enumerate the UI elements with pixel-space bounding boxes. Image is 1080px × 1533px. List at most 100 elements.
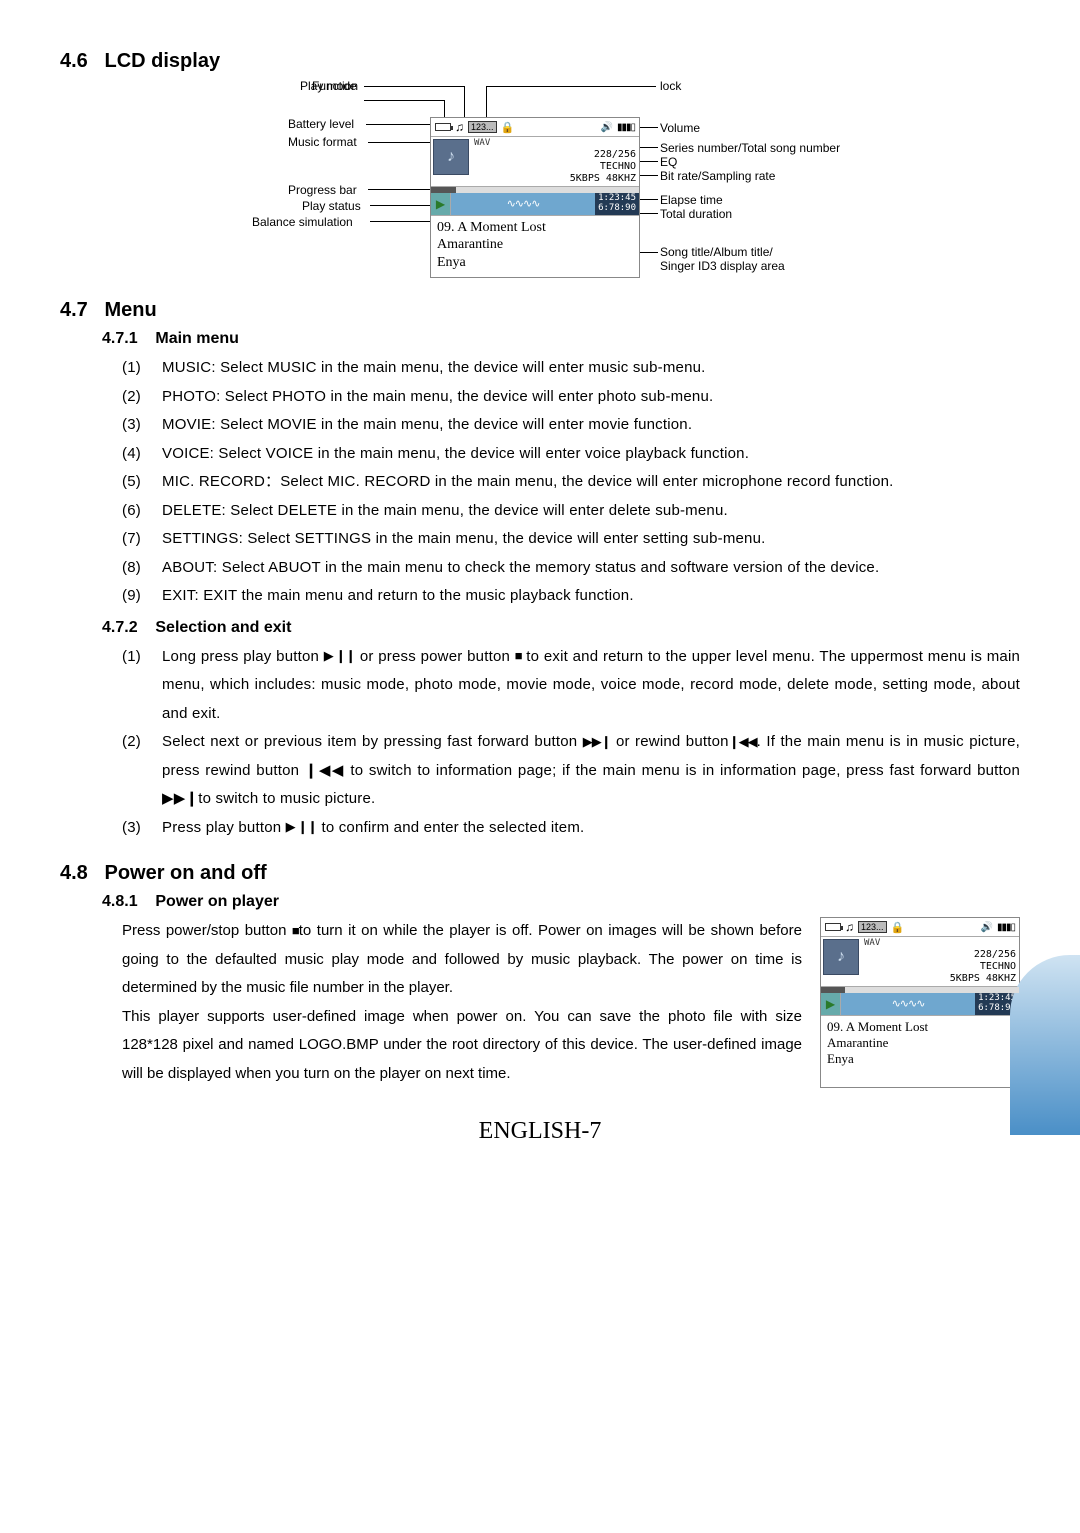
lock-icon: 🔒 xyxy=(501,121,515,134)
list-text: PHOTO: Select PHOTO in the main menu, th… xyxy=(162,383,1020,412)
track-number: 228/256 xyxy=(474,149,636,161)
page-corner-accent xyxy=(1010,955,1080,1135)
lbl-function: Function xyxy=(312,79,358,93)
total-time: 6:78:90 xyxy=(598,204,636,214)
section-4-8-title: 4.8 Power on and off xyxy=(60,862,1020,885)
list-text: MUSIC: Select MUSIC in the main menu, th… xyxy=(162,354,1020,383)
list-index: (7) xyxy=(122,525,162,554)
battery-icon xyxy=(435,123,451,131)
artist-name: Enya xyxy=(827,1051,1013,1067)
subsection-label: Power on player xyxy=(155,893,279,910)
waveform-icon: ∿∿∿∿ xyxy=(841,993,975,1015)
list-index: (2) xyxy=(122,383,162,412)
subsection-num: 4.7.1 xyxy=(102,330,138,347)
lcd-diagram: Play mode Function Battery level Music f… xyxy=(220,79,860,329)
play-pause-icon: ▶ ❙❙ xyxy=(324,644,355,669)
play-icon: ▶ xyxy=(821,993,841,1015)
track-number: 228/256 xyxy=(864,949,1016,961)
volume-icon: 🔊 xyxy=(981,922,993,933)
lbl-play-status: Play status xyxy=(302,199,361,213)
list-text: ABOUT: Select ABUOT in the main menu to … xyxy=(162,554,1020,583)
music-note-icon: ♫ xyxy=(455,120,464,134)
page-footer: ENGLISH-7 xyxy=(60,1118,1020,1145)
list-index: (3) xyxy=(122,814,162,843)
text: This player supports user-defined image … xyxy=(122,1008,802,1082)
format-text: WAV xyxy=(864,938,1016,949)
list-index: (1) xyxy=(122,643,162,729)
list-index: (2) xyxy=(122,728,162,814)
subsection-num: 4.7.2 xyxy=(102,619,138,636)
list-text: MOVIE: Select MOVIE in the main menu, th… xyxy=(162,411,1020,440)
list-item: (2)Select next or previous item by press… xyxy=(122,728,1020,814)
numbox: 123... xyxy=(858,921,887,933)
progress-bar xyxy=(431,187,639,193)
list-text: SETTINGS: Select SETTINGS in the main me… xyxy=(162,525,1020,554)
section-num: 4.7 xyxy=(60,299,88,321)
power-on-paragraph: Press power/stop button ■to turn it on w… xyxy=(122,917,802,1088)
eq-text: TECHNO xyxy=(474,161,636,173)
lbl-music-format: Music format xyxy=(288,135,357,149)
list-text: Select next or previous item by pressing… xyxy=(162,728,1020,814)
list-index: (5) xyxy=(122,468,162,497)
lbl-balance: Balance simulation xyxy=(252,215,353,229)
stop-icon: ■ xyxy=(292,919,299,944)
subsection-4-8-1: 4.8.1 Power on player xyxy=(102,893,1020,911)
list-item: (7)SETTINGS: Select SETTINGS in the main… xyxy=(122,525,1020,554)
lbl-id3: Singer ID3 display area xyxy=(660,259,785,273)
song-title: 09. A Moment Lost xyxy=(827,1019,1013,1035)
control-icon: ❙◀◀ xyxy=(729,730,757,755)
play-pause-icon: ▶ ❙❙ xyxy=(286,815,317,840)
list-index: (8) xyxy=(122,554,162,583)
artist-name: Enya xyxy=(437,254,633,272)
control-icon: ■ xyxy=(515,644,522,669)
list-index: (4) xyxy=(122,440,162,469)
subsection-4-7-2: 4.7.2 Selection and exit xyxy=(102,619,1020,637)
text: Press power/stop button xyxy=(122,922,292,939)
section-4-6-title: 4.6 LCD display xyxy=(60,50,1020,73)
lbl-series: Series number/Total song number xyxy=(660,141,840,155)
album-title: Amarantine xyxy=(437,236,633,254)
list-text: MIC. RECORD：Select MIC. RECORD in the ma… xyxy=(162,468,1020,497)
play-pause-icon: ▶▶❙ xyxy=(583,730,611,755)
format-text: WAV xyxy=(474,138,636,149)
waveform-icon: ∿∿∿∿ xyxy=(451,193,595,215)
signal-icon: ▮▮▮▯ xyxy=(617,122,635,133)
signal-icon: ▮▮▮▯ xyxy=(997,922,1015,933)
list-item: (4)VOICE: Select VOICE in the main menu,… xyxy=(122,440,1020,469)
selection-exit-list: (1)Long press play button ▶ ❙❙ or press … xyxy=(122,643,1020,843)
play-icon: ▶ xyxy=(431,193,451,215)
album-title: Amarantine xyxy=(827,1035,1013,1051)
section-num: 4.6 xyxy=(60,50,88,72)
list-text: Long press play button ▶ ❙❙ or press pow… xyxy=(162,643,1020,729)
lbl-eq: EQ xyxy=(660,155,677,169)
list-text: VOICE: Select VOICE in the main menu, th… xyxy=(162,440,1020,469)
lbl-bitrate: Bit rate/Sampling rate xyxy=(660,169,775,183)
list-item: (3)Press play button ▶ ❙❙ to confirm and… xyxy=(122,814,1020,843)
lock-icon: 🔒 xyxy=(891,921,905,934)
eq-text: TECHNO xyxy=(864,961,1016,973)
list-index: (6) xyxy=(122,497,162,526)
list-item: (2)PHOTO: Select PHOTO in the main menu,… xyxy=(122,383,1020,412)
list-item: (1)Long press play button ▶ ❙❙ or press … xyxy=(122,643,1020,729)
list-text: Press play button ▶ ❙❙ to confirm and en… xyxy=(162,814,1020,843)
main-menu-list: (1)MUSIC: Select MUSIC in the main menu,… xyxy=(122,354,1020,611)
subsection-label: Main menu xyxy=(155,330,239,347)
music-note-icon: ♫ xyxy=(845,920,854,934)
section-label: Menu xyxy=(104,299,156,321)
small-player-thumbnail: ♫ 123... 🔒 🔊 ▮▮▮▯ ♪ WAV 228/256 TECHNO 5… xyxy=(820,917,1020,1088)
list-item: (6)DELETE: Select DELETE in the main men… xyxy=(122,497,1020,526)
subsection-4-7-1: 4.7.1 Main menu xyxy=(102,330,1020,348)
section-num: 4.8 xyxy=(60,862,88,884)
list-item: (3)MOVIE: Select MOVIE in the main menu,… xyxy=(122,411,1020,440)
list-text: DELETE: Select DELETE in the main menu, … xyxy=(162,497,1020,526)
lbl-songtitle: Song title/Album title/ xyxy=(660,245,773,259)
album-art-icon: ♪ xyxy=(433,139,469,175)
lbl-volume: Volume xyxy=(660,121,700,135)
list-index: (9) xyxy=(122,582,162,611)
lbl-battery: Battery level xyxy=(288,117,354,131)
subsection-label: Selection and exit xyxy=(155,619,291,636)
list-item: (9)EXIT: EXIT the main menu and return t… xyxy=(122,582,1020,611)
volume-icon: 🔊 xyxy=(601,122,613,133)
progress-bar xyxy=(821,987,1019,993)
lbl-lock: lock xyxy=(660,79,681,93)
